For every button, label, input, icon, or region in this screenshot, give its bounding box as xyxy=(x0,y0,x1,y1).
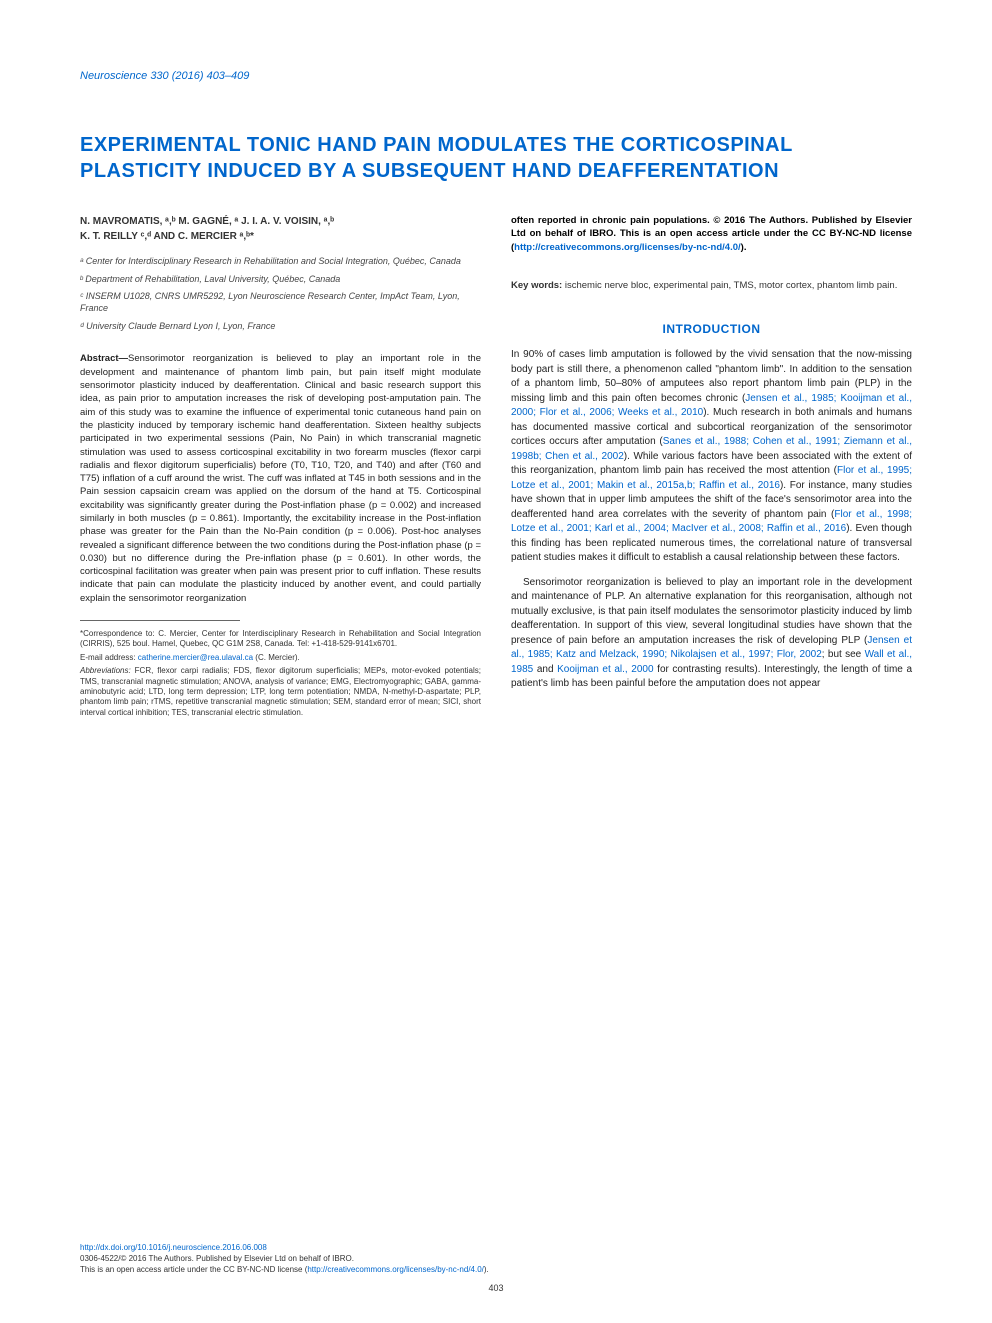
affiliation-a: ᵃ Center for Interdisciplinary Research … xyxy=(80,256,481,268)
email-footnote: E-mail address: catherine.mercier@rea.ul… xyxy=(80,653,481,663)
copyright-block: often reported in chronic pain populatio… xyxy=(511,214,912,254)
article-title: EXPERIMENTAL TONIC HAND PAIN MODULATES T… xyxy=(80,132,912,184)
footer-license-link[interactable]: http://creativecommons.org/licenses/by-n… xyxy=(307,1265,484,1274)
abstract-label: Abstract— xyxy=(80,353,128,364)
abbreviations-footnote: Abbreviations: FCR, flexor carpi radiali… xyxy=(80,666,481,718)
keywords-block: Key words: ischemic nerve bloc, experime… xyxy=(511,279,912,292)
footer-license: This is an open access article under the… xyxy=(80,1265,912,1275)
keywords-label: Key words: xyxy=(511,280,565,291)
abbrev-label: Abbreviations: xyxy=(80,666,135,675)
journal-reference: Neuroscience 330 (2016) 403–409 xyxy=(80,70,912,82)
authors-list: N. MAVROMATIS, ᵃ,ᵇ M. GAGNÉ, ᵃ J. I. A. … xyxy=(80,214,481,244)
intro-paragraph-1: In 90% of cases limb amputation is follo… xyxy=(511,348,912,566)
abbrev-text: FCR, flexor carpi radialis; FDS, flexor … xyxy=(80,666,481,717)
intro-p2-text-b: ; but see xyxy=(822,649,865,660)
correspondence-footnote: *Correspondence to: C. Mercier, Center f… xyxy=(80,629,481,650)
footer-license-text-a: This is an open access article under the… xyxy=(80,1265,307,1274)
intro-paragraph-2: Sensorimotor reorganization is believed … xyxy=(511,576,912,692)
page-number: 403 xyxy=(80,1283,912,1293)
email-link[interactable]: catherine.mercier@rea.ulaval.ca xyxy=(138,653,253,662)
left-column: N. MAVROMATIS, ᵃ,ᵇ M. GAGNÉ, ᵃ J. I. A. … xyxy=(80,214,481,721)
citation-7[interactable]: Kooijman et al., 2000 xyxy=(557,664,653,675)
keywords-text: ischemic nerve bloc, experimental pain, … xyxy=(565,280,897,291)
license-link[interactable]: http://creativecommons.org/licenses/by-n… xyxy=(514,242,740,253)
email-suffix: (C. Mercier). xyxy=(253,653,300,662)
two-column-layout: N. MAVROMATIS, ᵃ,ᵇ M. GAGNÉ, ᵃ J. I. A. … xyxy=(80,214,912,721)
affiliation-d: ᵈ University Claude Bernard Lyon I, Lyon… xyxy=(80,321,481,333)
abstract-block: Abstract—Sensorimotor reorganization is … xyxy=(80,352,481,605)
right-column: often reported in chronic pain populatio… xyxy=(511,214,912,721)
copyright-close: ). xyxy=(741,242,747,253)
footer-copyright: 0306-4522/© 2016 The Authors. Published … xyxy=(80,1254,912,1264)
authors-line-2: K. T. REILLY ᶜ,ᵈ AND C. MERCIER ᵃ,ᵇ* xyxy=(80,231,254,242)
abstract-text: Sensorimotor reorganization is believed … xyxy=(80,353,481,603)
page-footer: http://dx.doi.org/10.1016/j.neuroscience… xyxy=(80,1243,912,1293)
email-label: E-mail address: xyxy=(80,653,138,662)
introduction-heading: INTRODUCTION xyxy=(511,322,912,336)
affiliation-c: ᶜ INSERM U1028, CNRS UMR5292, Lyon Neuro… xyxy=(80,291,481,314)
intro-p2-text-a: Sensorimotor reorganization is believed … xyxy=(511,577,912,646)
doi-link[interactable]: http://dx.doi.org/10.1016/j.neuroscience… xyxy=(80,1243,912,1252)
authors-line-1: N. MAVROMATIS, ᵃ,ᵇ M. GAGNÉ, ᵃ J. I. A. … xyxy=(80,216,334,227)
footer-license-text-b: ). xyxy=(484,1265,489,1274)
intro-p2-text-c: and xyxy=(533,664,557,675)
footnote-separator xyxy=(80,620,240,629)
affiliation-b: ᵇ Department of Rehabilitation, Laval Un… xyxy=(80,274,481,286)
